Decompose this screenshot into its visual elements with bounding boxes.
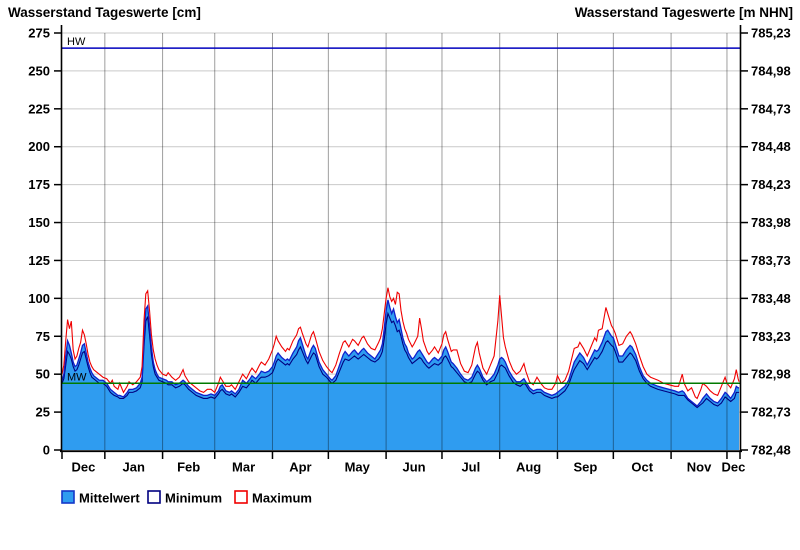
- right-axis-title: Wasserstand Tageswerte [m NHN]: [575, 5, 793, 20]
- y-right-tick-label: 783,48: [751, 291, 791, 306]
- x-month-label: Mar: [232, 460, 255, 475]
- x-month-label: Feb: [177, 460, 200, 475]
- y-left-tick-label: 100: [28, 291, 50, 306]
- legend-label-mittelwert: Mittelwert: [79, 491, 140, 506]
- y-left-tick-label: 150: [28, 215, 50, 230]
- legend-swatch-mittelwert: [61, 490, 75, 504]
- plot-area: HW MW 0 25 50 75 100 125 150 175 200 225 250 275 782,4…: [28, 25, 791, 475]
- y-right-tick-label: 783,23: [751, 329, 791, 344]
- x-month-label: Jan: [123, 460, 145, 475]
- y-right-tick-label: 784,48: [751, 139, 791, 154]
- x-month-label: Jun: [402, 460, 425, 475]
- x-month-label: Dec: [71, 460, 95, 475]
- y-right-tick-label: 784,98: [751, 63, 791, 78]
- y-right-tick-label: 783,73: [751, 253, 791, 268]
- minimum-line: [61, 311, 740, 409]
- mw-label: MW: [67, 371, 87, 383]
- y-left-tick-label: 50: [36, 367, 50, 382]
- y-left-tick-label: 175: [28, 177, 50, 192]
- x-month-label: Oct: [631, 460, 653, 475]
- y-left-tick-label: 25: [36, 405, 50, 420]
- left-axis-title: Wasserstand Tageswerte [cm]: [8, 5, 201, 20]
- hw-label: HW: [67, 36, 86, 48]
- y-left-tick-label: 75: [36, 329, 50, 344]
- x-month-label: Aug: [516, 460, 541, 475]
- legend-swatch-maximum: [234, 490, 248, 504]
- x-month-label: Apr: [289, 460, 311, 475]
- y-left-tick-label: 225: [28, 101, 50, 116]
- y-left-tick-label: 125: [28, 253, 50, 268]
- legend: Mittelwert Minimum Maximum: [61, 490, 312, 506]
- y-right-tick-label: 782,73: [751, 405, 791, 420]
- y-right-tick-label: 783,98: [751, 215, 791, 230]
- maximum-line: [61, 287, 740, 400]
- y-left-tick-label: 200: [28, 139, 50, 154]
- x-month-label: Jul: [461, 460, 480, 475]
- y-right-tick-label: 782,48: [751, 443, 791, 458]
- y-left-tick-label: 275: [28, 26, 50, 41]
- legend-swatch-minimum: [147, 490, 161, 504]
- x-month-label: May: [345, 460, 371, 475]
- y-left-tick-label: 0: [43, 443, 50, 458]
- y-right-tick-label: 785,23: [751, 26, 791, 41]
- y-right-tick-label: 782,98: [751, 367, 791, 382]
- mittelwert-line: [61, 299, 740, 407]
- x-month-label: Sep: [573, 460, 597, 475]
- legend-label-minimum: Minimum: [165, 491, 222, 506]
- x-month-label: Dec: [722, 460, 746, 475]
- x-month-label: Nov: [687, 460, 712, 475]
- mittelwert-area: [62, 299, 740, 450]
- legend-label-maximum: Maximum: [252, 491, 312, 506]
- y-left-tick-label: 250: [28, 63, 50, 78]
- y-right-tick-label: 784,23: [751, 177, 791, 192]
- y-right-tick-label: 784,73: [751, 101, 791, 116]
